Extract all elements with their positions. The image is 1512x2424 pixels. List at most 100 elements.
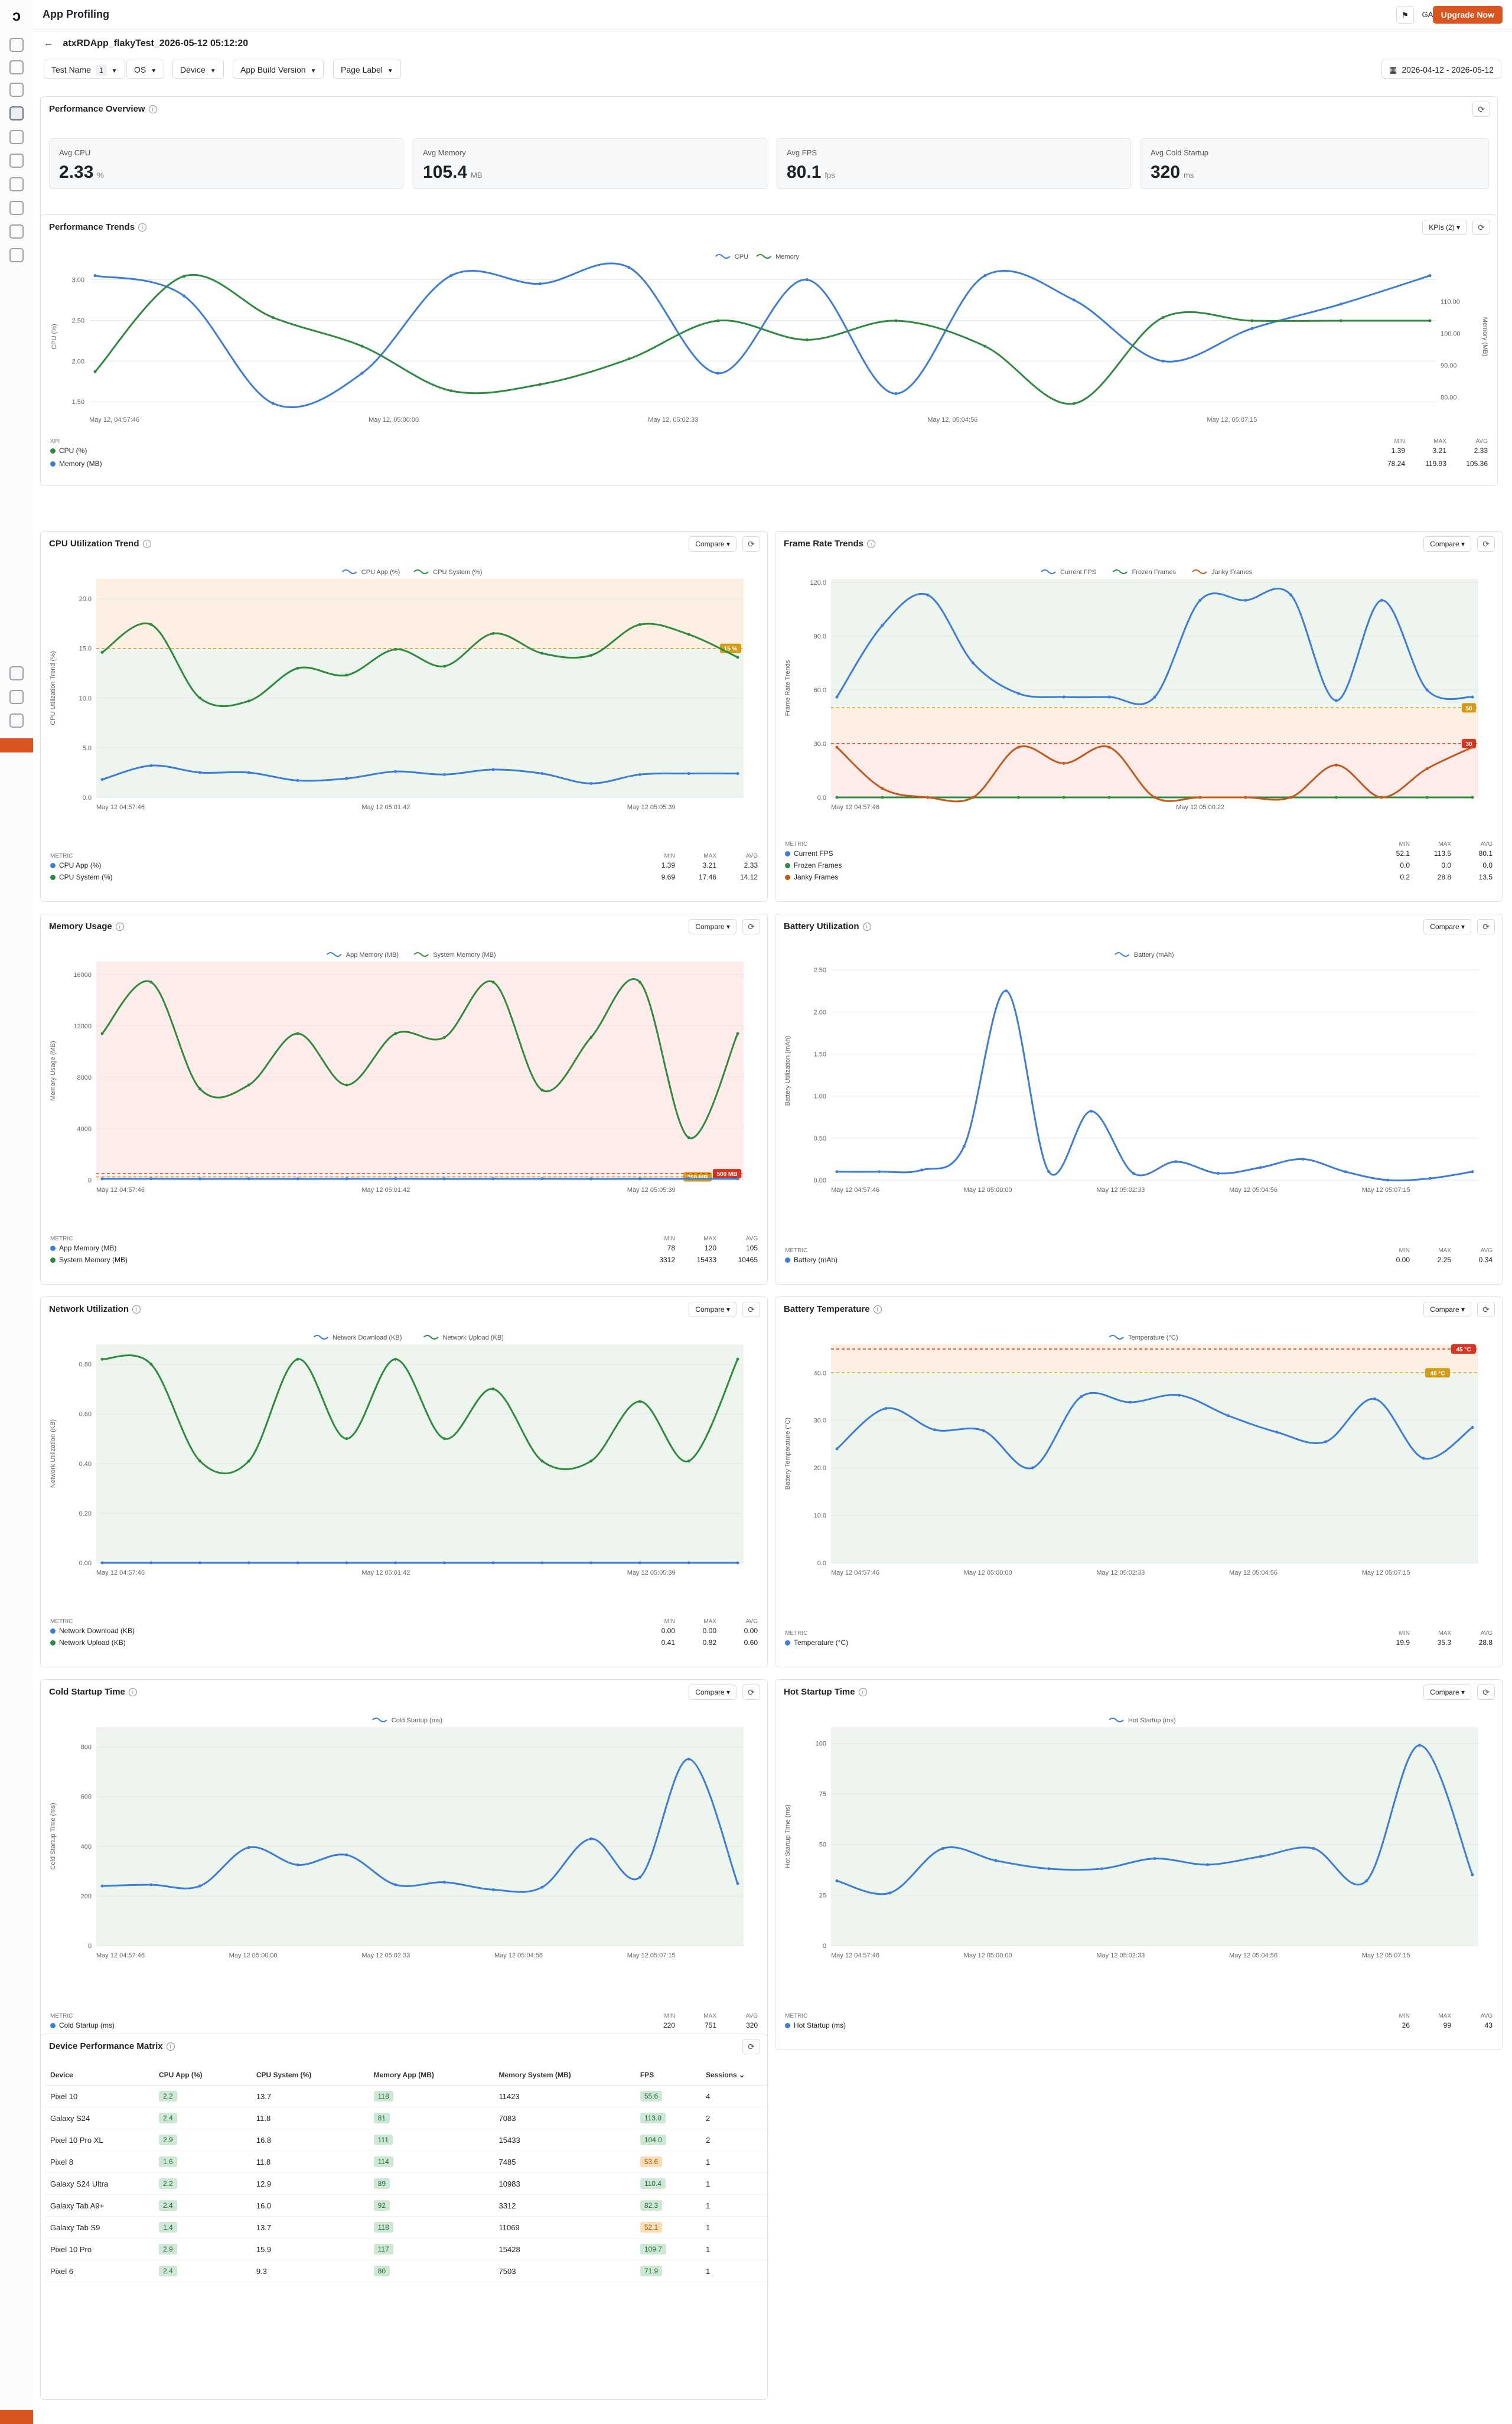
data-point[interactable] xyxy=(881,796,884,799)
data-point[interactable] xyxy=(835,1879,839,1882)
data-point[interactable] xyxy=(198,1459,202,1463)
data-point[interactable] xyxy=(100,1357,104,1361)
info-icon[interactable]: i xyxy=(867,540,876,549)
data-point[interactable] xyxy=(449,389,453,393)
data-point[interactable] xyxy=(247,1177,250,1181)
data-point[interactable] xyxy=(926,593,930,597)
data-point[interactable] xyxy=(589,1561,593,1565)
data-point[interactable] xyxy=(442,1177,446,1181)
data-point[interactable] xyxy=(1250,327,1254,330)
profiling-icon[interactable] xyxy=(9,106,24,120)
data-point[interactable] xyxy=(1062,761,1065,765)
data-point[interactable] xyxy=(983,344,987,348)
data-point[interactable] xyxy=(271,316,275,320)
info-icon[interactable]: i xyxy=(142,540,151,549)
data-point[interactable] xyxy=(736,656,739,659)
data-point[interactable] xyxy=(1373,1397,1376,1400)
data-point[interactable] xyxy=(296,1561,299,1565)
data-point[interactable] xyxy=(149,1883,153,1887)
data-point[interactable] xyxy=(736,772,739,776)
data-point[interactable] xyxy=(926,796,930,799)
filter-app-build-version[interactable]: App Build Version ▼ xyxy=(233,60,324,79)
data-point[interactable] xyxy=(1107,695,1111,699)
data-point[interactable] xyxy=(198,771,202,774)
data-point[interactable] xyxy=(296,1177,299,1181)
data-point[interactable] xyxy=(920,1168,923,1172)
data-point[interactable] xyxy=(1380,796,1383,799)
info-icon[interactable]: i xyxy=(862,923,871,931)
data-point[interactable] xyxy=(638,773,641,776)
legend-label[interactable]: Network Download (KB) xyxy=(333,1334,402,1341)
data-point[interactable] xyxy=(1324,1440,1328,1444)
data-point[interactable] xyxy=(394,770,397,773)
data-point[interactable] xyxy=(736,1032,739,1035)
data-point[interactable] xyxy=(1062,796,1065,799)
compare-button[interactable]: Compare ▾ xyxy=(1423,536,1471,552)
table-row[interactable]: Galaxy S24 2.4 11.8 81 7083 113.0 2 xyxy=(45,2107,767,2129)
data-point[interactable] xyxy=(1107,796,1111,799)
refresh-button[interactable]: ⟳ xyxy=(1477,536,1495,552)
data-point[interactable] xyxy=(540,1089,544,1092)
refresh-button[interactable]: ⟳ xyxy=(742,919,760,934)
data-point[interactable] xyxy=(345,777,348,780)
legend-label[interactable]: CPU xyxy=(735,253,748,260)
table-row[interactable]: Pixel 10 Pro 2.9 15.9 117 15428 109.7 1 xyxy=(45,2238,767,2260)
data-point[interactable] xyxy=(1428,1177,1432,1180)
data-point[interactable] xyxy=(247,699,250,703)
data-point[interactable] xyxy=(100,1884,104,1888)
data-point[interactable] xyxy=(1334,796,1338,799)
refresh-button[interactable]: ⟳ xyxy=(742,536,760,552)
data-point[interactable] xyxy=(1047,1867,1051,1871)
data-point[interactable] xyxy=(736,1882,739,1885)
data-point[interactable] xyxy=(100,1561,104,1565)
data-point[interactable] xyxy=(716,319,720,322)
data-point[interactable] xyxy=(1244,598,1247,602)
data-point[interactable] xyxy=(687,633,690,636)
data-point[interactable] xyxy=(1129,1400,1132,1404)
data-point[interactable] xyxy=(538,383,542,386)
data-point[interactable] xyxy=(1428,319,1432,322)
data-point[interactable] xyxy=(394,647,397,651)
data-point[interactable] xyxy=(1244,796,1247,799)
data-point[interactable] xyxy=(627,357,631,361)
data-point[interactable] xyxy=(1107,745,1111,749)
data-point[interactable] xyxy=(878,1170,881,1174)
data-point[interactable] xyxy=(296,778,299,782)
data-point[interactable] xyxy=(93,274,97,278)
info-icon[interactable]: i xyxy=(138,223,147,232)
data-point[interactable] xyxy=(687,772,690,776)
data-point[interactable] xyxy=(100,650,104,654)
date-range-picker[interactable]: ▦ 2026-04-12 - 2026-05-12 xyxy=(1381,60,1501,79)
data-point[interactable] xyxy=(835,796,839,799)
data-point[interactable] xyxy=(1428,274,1432,278)
data-point[interactable] xyxy=(1016,796,1020,799)
compare-button[interactable]: Compare ▾ xyxy=(1423,1685,1471,1700)
data-point[interactable] xyxy=(149,1177,153,1181)
filter-page-label[interactable]: Page Label ▼ xyxy=(333,60,401,79)
data-point[interactable] xyxy=(198,1561,202,1565)
refresh-button[interactable]: ⟳ xyxy=(742,1685,760,1700)
data-point[interactable] xyxy=(491,768,495,771)
data-point[interactable] xyxy=(394,1357,397,1361)
info-icon[interactable]: i xyxy=(873,1305,882,1314)
refresh-button[interactable]: ⟳ xyxy=(1472,102,1490,117)
data-point[interactable] xyxy=(538,282,542,285)
data-point[interactable] xyxy=(1471,1426,1474,1429)
compare-button[interactable]: Compare ▾ xyxy=(1423,1302,1471,1317)
folder-icon[interactable] xyxy=(9,154,24,168)
info-icon[interactable]: i xyxy=(132,1305,141,1314)
data-point[interactable] xyxy=(1100,1867,1103,1871)
filter-device[interactable]: Device ▼ xyxy=(172,60,224,79)
help-icon[interactable] xyxy=(9,666,24,680)
data-point[interactable] xyxy=(491,1888,495,1891)
refresh-button[interactable]: ⟳ xyxy=(1477,1685,1495,1700)
refresh-button[interactable]: ⟳ xyxy=(1477,1302,1495,1317)
data-point[interactable] xyxy=(1217,1172,1220,1175)
data-point[interactable] xyxy=(100,1177,104,1181)
data-point[interactable] xyxy=(271,402,275,405)
data-point[interactable] xyxy=(1301,1157,1305,1161)
tests-icon[interactable] xyxy=(9,60,24,74)
refresh-button[interactable]: ⟳ xyxy=(742,2039,760,2054)
data-point[interactable] xyxy=(1062,695,1065,699)
table-row[interactable]: Pixel 10 2.2 13.7 118 11423 55.6 4 xyxy=(45,2085,767,2107)
